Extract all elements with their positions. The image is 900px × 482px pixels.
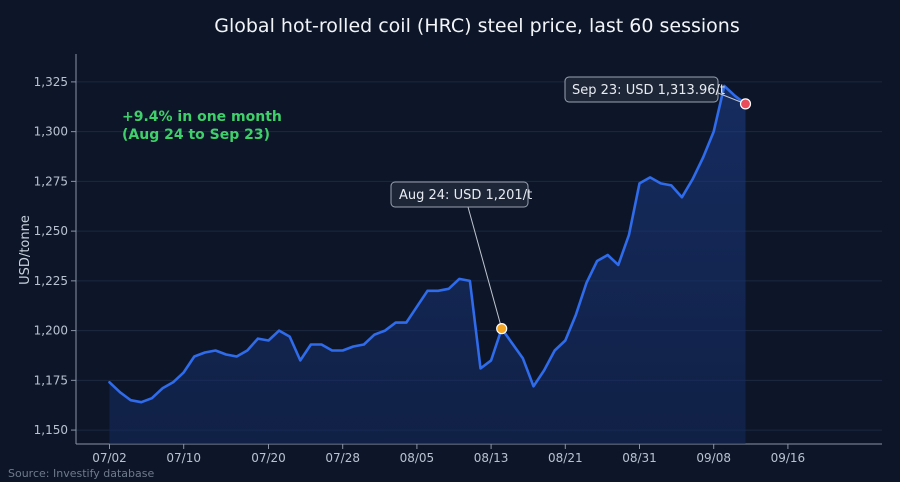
annotation-marker <box>496 323 508 335</box>
x-tick-label: 07/10 <box>166 451 201 465</box>
y-tick-label: 1,225 <box>34 274 68 288</box>
annotation-box <box>564 76 719 103</box>
change-note-line-2: (Aug 24 to Sep 23) <box>122 127 270 143</box>
annotation-box <box>390 181 529 208</box>
chart-title: Global hot-rolled coil (HRC) steel price… <box>214 15 740 37</box>
x-tick-label: 07/02 <box>92 451 127 465</box>
annotation-label: Sep 23: USD 1,313.96/t <box>572 83 725 98</box>
x-tick-label: 07/20 <box>251 451 286 465</box>
y-tick-label: 1,175 <box>34 373 68 387</box>
x-tick-label: 08/13 <box>474 451 509 465</box>
y-axis-label: USD/tonne <box>18 215 33 285</box>
y-tick-label: 1,325 <box>34 75 68 89</box>
y-tick-label: 1,275 <box>34 174 68 188</box>
x-tick-label: 08/21 <box>548 451 583 465</box>
annotation-leader-line <box>467 206 503 329</box>
x-tick-label: 09/16 <box>771 451 806 465</box>
change-note-line-1: +9.4% in one month <box>122 109 282 125</box>
x-tick-label: 08/05 <box>400 451 435 465</box>
plot-area <box>108 84 747 445</box>
x-tick-label: 09/08 <box>696 451 731 465</box>
source-note: Source: Investify database <box>8 467 154 480</box>
y-tick-label: 1,300 <box>34 125 68 139</box>
annotations: Aug 24: USD 1,201/t Sep 23: USD 1,313.96/… <box>390 76 752 335</box>
y-tick-label: 1,250 <box>34 224 68 238</box>
y-tick-label: 1,200 <box>34 324 68 338</box>
x-axis: 07/02 07/10 07/20 07/28 08/05 08/13 08/21 08/31… <box>76 443 882 465</box>
y-tick-label: 1,150 <box>34 423 68 437</box>
series-line <box>108 84 747 404</box>
x-tick-label: 07/28 <box>325 451 360 465</box>
x-tick-label: 08/31 <box>622 451 657 465</box>
series-area-fill <box>109 85 746 445</box>
annotation-marker <box>739 98 752 110</box>
annotation-label: Aug 24: USD 1,201/t <box>399 188 532 203</box>
y-axis: 1,150 1,175 1,200 1,225 1,250 1,275 1,300 1,325 <box>34 54 77 444</box>
